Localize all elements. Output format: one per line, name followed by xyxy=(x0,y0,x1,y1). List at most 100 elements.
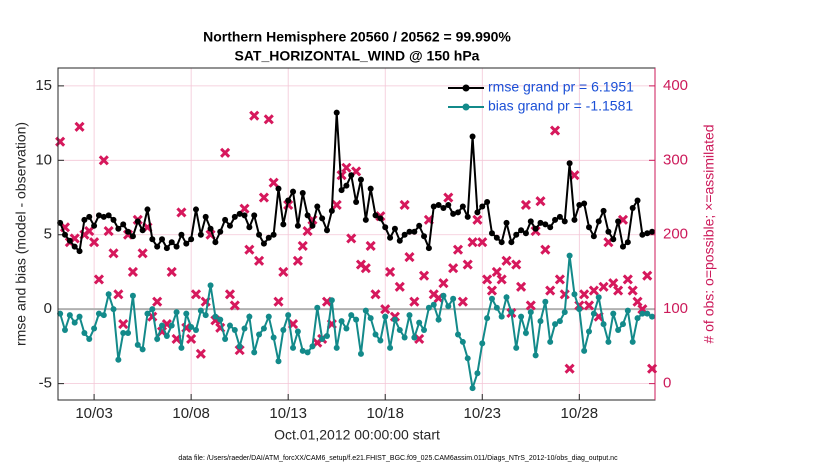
point xyxy=(159,322,166,329)
point xyxy=(421,327,428,334)
point xyxy=(605,338,612,345)
point xyxy=(81,330,88,337)
footnote: data file: /Users/raeder/DAI/ATM_forcXX/… xyxy=(178,455,618,462)
obs-marker xyxy=(613,285,624,296)
point xyxy=(488,295,495,302)
y2-axis-label: # of obs: o=possible; ×=assimilated xyxy=(701,124,717,343)
point xyxy=(338,318,345,325)
obs-marker xyxy=(452,244,464,255)
point xyxy=(425,245,432,252)
point xyxy=(95,310,102,317)
point xyxy=(508,309,515,316)
obs-marker xyxy=(346,233,357,244)
point xyxy=(629,204,636,211)
point xyxy=(202,312,209,319)
point xyxy=(285,312,292,319)
point xyxy=(406,312,413,319)
point xyxy=(411,228,418,235)
point xyxy=(159,236,166,243)
point xyxy=(503,219,510,226)
obs-marker xyxy=(93,274,105,285)
point xyxy=(430,301,437,308)
point xyxy=(498,239,505,246)
point xyxy=(192,327,199,334)
point xyxy=(498,313,505,320)
point xyxy=(212,313,219,320)
point xyxy=(561,309,568,316)
point xyxy=(139,346,146,353)
point xyxy=(144,206,151,213)
obs-marker xyxy=(477,237,488,248)
point xyxy=(639,310,646,317)
point xyxy=(469,133,476,140)
y-tick-label: 10 xyxy=(35,151,52,168)
point xyxy=(66,312,73,319)
obs-marker xyxy=(186,333,197,345)
point xyxy=(459,338,466,345)
point xyxy=(183,310,190,317)
point xyxy=(382,224,389,231)
point xyxy=(600,321,607,328)
x-tick-label: 10/03 xyxy=(75,405,113,422)
point xyxy=(202,213,209,220)
point xyxy=(328,297,335,304)
point xyxy=(605,228,612,235)
point xyxy=(260,325,267,332)
point xyxy=(455,209,462,216)
point xyxy=(333,109,340,116)
point xyxy=(149,306,156,313)
point xyxy=(552,216,559,223)
point xyxy=(275,185,282,192)
point xyxy=(290,188,297,195)
obs-marker xyxy=(74,121,85,132)
point xyxy=(319,335,326,342)
point xyxy=(280,327,287,334)
point xyxy=(309,343,316,350)
point xyxy=(484,198,491,205)
point xyxy=(304,349,311,356)
point xyxy=(260,240,267,247)
obs-marker xyxy=(229,300,240,311)
point xyxy=(323,332,330,339)
point xyxy=(556,213,563,220)
point xyxy=(566,252,573,259)
obs-marker xyxy=(520,199,531,211)
point xyxy=(71,243,78,250)
point xyxy=(125,228,132,235)
point xyxy=(391,225,398,232)
y2-tick-label: 100 xyxy=(663,300,688,317)
point xyxy=(450,210,457,217)
obs-marker xyxy=(297,240,308,251)
point xyxy=(105,291,112,298)
point xyxy=(649,313,656,320)
point xyxy=(440,292,447,299)
obs-marker xyxy=(360,263,371,274)
point xyxy=(586,224,593,231)
point xyxy=(231,213,238,220)
point xyxy=(314,203,321,210)
point xyxy=(139,227,146,234)
point xyxy=(391,316,398,323)
point xyxy=(357,176,364,183)
point xyxy=(547,224,554,231)
obs-marker xyxy=(438,278,449,289)
point xyxy=(338,187,345,194)
obs-marker xyxy=(331,199,342,211)
point xyxy=(610,310,617,317)
obs-marker xyxy=(418,270,430,281)
point xyxy=(629,338,636,345)
obs-marker xyxy=(394,281,405,292)
x-axis-label: Oct.01,2012 00:00:00 start xyxy=(274,427,440,443)
obs-marker xyxy=(549,125,561,136)
point xyxy=(61,231,68,238)
obs-marker xyxy=(103,225,114,237)
point xyxy=(222,335,229,342)
point xyxy=(576,306,583,313)
point xyxy=(644,230,651,237)
point xyxy=(537,318,544,325)
point xyxy=(105,212,112,219)
obs-marker xyxy=(583,300,595,311)
obs-marker xyxy=(448,263,459,274)
obs-marker xyxy=(258,192,269,203)
